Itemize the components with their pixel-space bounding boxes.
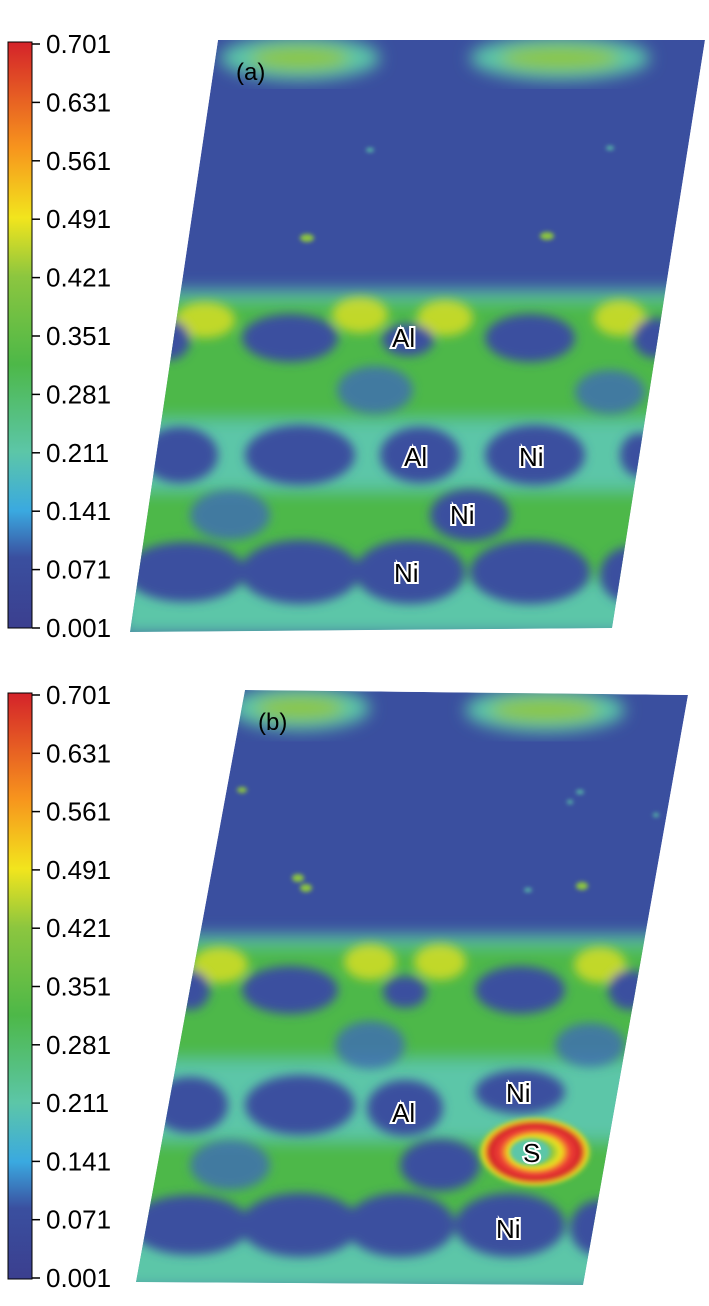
colorbar-tick-label: 0.631: [46, 738, 111, 768]
atom-label: Al: [392, 323, 415, 353]
atom-label: Al: [404, 442, 427, 472]
colorbar-tick-label: 0.701: [46, 29, 111, 59]
atom-label: Ni: [394, 558, 419, 588]
colorbar-tick-label: 0.491: [46, 855, 111, 885]
colorbar-tick-label: 0.071: [46, 555, 111, 585]
panel-b-label: (b): [258, 709, 287, 736]
colorbar-b-gradient: [7, 692, 33, 1280]
sulfur-density-ring: [477, 1116, 593, 1188]
density-map-b: [136, 690, 688, 1285]
colorbar-tick-label: 0.141: [46, 1146, 111, 1176]
panel-a: 0.701 0.631 0.561 0.491 0.421 0.351 0.281 0.211…: [7, 29, 705, 643]
colorbar-tick-label: 0.001: [46, 1263, 111, 1293]
colorbar-a: 0.701 0.631 0.561 0.491 0.421 0.351 0.281 0.211…: [7, 29, 111, 643]
colorbar-tick-label: 0.211: [46, 438, 109, 468]
colorbar-tick-label: 0.141: [46, 496, 111, 526]
colorbar-tick-label: 0.281: [46, 1030, 111, 1060]
colorbar-tick-label: 0.421: [46, 263, 111, 293]
colorbar-tick-label: 0.631: [46, 87, 111, 117]
colorbar-tick-label: 0.421: [46, 913, 111, 943]
atom-label: Ni: [496, 1214, 521, 1244]
colorbar-a-gradient: [7, 41, 33, 629]
colorbar-tick-label: 0.491: [46, 204, 111, 234]
atom-label: Al: [392, 1098, 415, 1128]
colorbar-tick-label: 0.561: [46, 797, 111, 827]
colorbar-tick-label: 0.071: [46, 1205, 111, 1235]
colorbar-tick-label: 0.001: [46, 613, 111, 643]
panel-b: 0.701 0.631 0.561 0.491 0.421 0.351 0.281 0.211…: [7, 680, 688, 1293]
atom-label: S: [523, 1138, 540, 1168]
colorbar-tick-label: 0.351: [46, 972, 111, 1002]
atom-label: Ni: [506, 1078, 531, 1108]
atom-label: Ni: [519, 442, 544, 472]
colorbar-tick-label: 0.211: [46, 1088, 109, 1118]
colorbar-b: 0.701 0.631 0.561 0.491 0.421 0.351 0.281 0.211…: [7, 680, 111, 1293]
colorbar-tick-label: 0.701: [46, 680, 111, 710]
density-map-a: [130, 40, 705, 632]
atom-label: Ni: [450, 500, 475, 530]
colorbar-tick-label: 0.561: [46, 146, 111, 176]
panel-a-label: (a): [236, 59, 265, 86]
colorbar-tick-label: 0.351: [46, 321, 111, 351]
colorbar-tick-label: 0.281: [46, 379, 111, 409]
